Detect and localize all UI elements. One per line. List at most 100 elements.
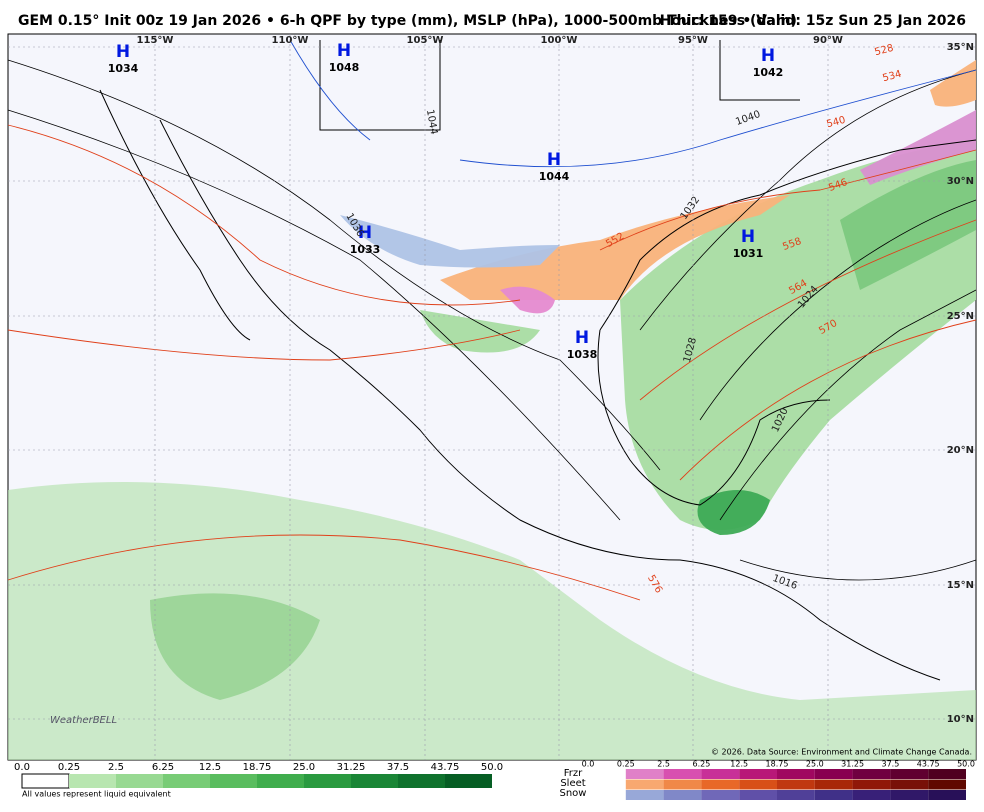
pressure-value: 1034: [108, 62, 139, 75]
high-center: H: [116, 42, 130, 62]
longitude-label: 115°W: [137, 35, 174, 46]
rain-tick: 25.0: [293, 762, 315, 773]
mixed-swatch: [777, 769, 815, 779]
pressure-value: 1044: [539, 170, 570, 183]
mixed-tick: 0.25: [617, 760, 635, 769]
mixed-swatch: [701, 769, 740, 779]
mixed-swatch: [814, 769, 853, 779]
rain-swatch: [163, 774, 210, 788]
mixed-tick: 31.25: [841, 760, 864, 769]
mixed-swatch: [777, 790, 815, 800]
mixed-swatch: [625, 769, 664, 779]
rain-tick: 12.5: [199, 762, 221, 773]
rain-swatch: [21, 773, 70, 789]
mixed-swatch: [739, 769, 777, 779]
thickness-label: 534: [881, 69, 902, 85]
coastlines: [99, 40, 977, 681]
mixed-tick: 37.5: [881, 760, 899, 769]
rain-tick: 43.75: [431, 762, 460, 773]
longitude-label: 110°W: [272, 35, 309, 46]
longitude-label: 100°W: [541, 35, 578, 46]
mixed-swatch: [663, 779, 702, 790]
latitude-label: 25°N: [947, 311, 974, 322]
mixed-swatch: [928, 790, 966, 800]
mixed-swatch: [625, 790, 664, 800]
header-title: GEM 0.15° Init 00z 19 Jan 2026 • 6-h QPF…: [18, 13, 797, 29]
mixed-swatch: [663, 790, 702, 800]
pressure-value: 1033: [350, 243, 381, 256]
mixed-swatch: [890, 769, 929, 779]
isobar-label: 1044: [424, 109, 439, 136]
high-center: H: [547, 150, 561, 170]
rain-tick: 6.25: [152, 762, 174, 773]
mixed-swatch: [625, 779, 664, 790]
latitude-label: 30°N: [947, 176, 974, 187]
logo: WeatherBELL: [50, 715, 117, 726]
mixed-swatch: [814, 779, 853, 790]
mixed-tick: 6.25: [692, 760, 710, 769]
high-center: H: [761, 46, 775, 66]
mixed-swatch: [852, 790, 891, 800]
rain-swatch: [210, 774, 257, 788]
rain-tick: 18.75: [243, 762, 272, 773]
legend-note: All values represent liquid equivalent: [22, 790, 171, 799]
longitude-label: 90°W: [813, 35, 843, 46]
graticule: [8, 34, 976, 760]
thickness-cold: [289, 39, 977, 168]
mixed-swatch: [890, 779, 929, 790]
mixed-swatch: [777, 779, 815, 790]
precip-type: Frzr: [564, 768, 583, 779]
mixed-swatch: [739, 790, 777, 800]
rain-tick: 0.25: [58, 762, 80, 773]
mixed-tick: 0.0: [582, 760, 595, 769]
mixed-swatch: [663, 769, 702, 779]
rain-tick: 37.5: [387, 762, 409, 773]
mixed-tick: 43.75: [917, 760, 940, 769]
longitude-label: 95°W: [678, 35, 708, 46]
mixed-swatch: [814, 790, 853, 800]
thickness-label: 528: [873, 43, 894, 59]
latitude-label: 10°N: [947, 714, 974, 725]
rain-swatch: [69, 774, 116, 788]
longitude-label: 105°W: [407, 35, 444, 46]
mixed-swatch: [890, 790, 929, 800]
pressure-value: 1042: [753, 66, 784, 79]
pressure-value: 1031: [733, 247, 764, 260]
rain-tick: 31.25: [337, 762, 366, 773]
mixed-tick: 18.75: [766, 760, 789, 769]
mixed-tick: 2.5: [657, 760, 670, 769]
latitude-label: 20°N: [947, 445, 974, 456]
mixed-tick: 25.0: [806, 760, 824, 769]
rain-swatch: [116, 774, 163, 788]
rain-tick: 0.0: [14, 762, 30, 773]
mixed-swatch: [928, 779, 966, 790]
copyright: © 2026. Data Source: Environment and Cli…: [711, 748, 972, 757]
legend: All values represent liquid equivalent 0…: [14, 760, 975, 800]
map: WeatherBELL © 2026. Data Source: Environ…: [7, 33, 977, 761]
precip-type: Snow: [560, 788, 587, 799]
header-valid: Hour: 159 • Valid: 15z Sun 25 Jan 2026: [660, 13, 966, 29]
latitude-label: 35°N: [947, 42, 974, 53]
mixed-swatch: [701, 779, 740, 790]
rain-tick: 50.0: [481, 762, 503, 773]
high-center: H: [358, 223, 372, 243]
mixed-swatch: [701, 790, 740, 800]
pressure-value: 1048: [329, 61, 360, 74]
pressure-value: 1038: [567, 348, 598, 361]
mixed-swatch: [739, 779, 777, 790]
rain-swatch: [257, 774, 304, 788]
rain-swatch: [398, 774, 445, 788]
mixed-swatch: [852, 779, 891, 790]
thickness-label: 540: [825, 115, 846, 131]
latitude-label: 15°N: [947, 580, 974, 591]
thickness-contours: [7, 124, 977, 601]
rain-tick: 2.5: [108, 762, 124, 773]
high-center: H: [741, 227, 755, 247]
mixed-swatch: [852, 769, 891, 779]
precip-type: Sleet: [560, 778, 585, 789]
rain-swatch: [304, 774, 351, 788]
mixed-tick: 50.0: [957, 760, 975, 769]
mixed-swatch: [928, 769, 966, 779]
isobars: [7, 59, 977, 581]
